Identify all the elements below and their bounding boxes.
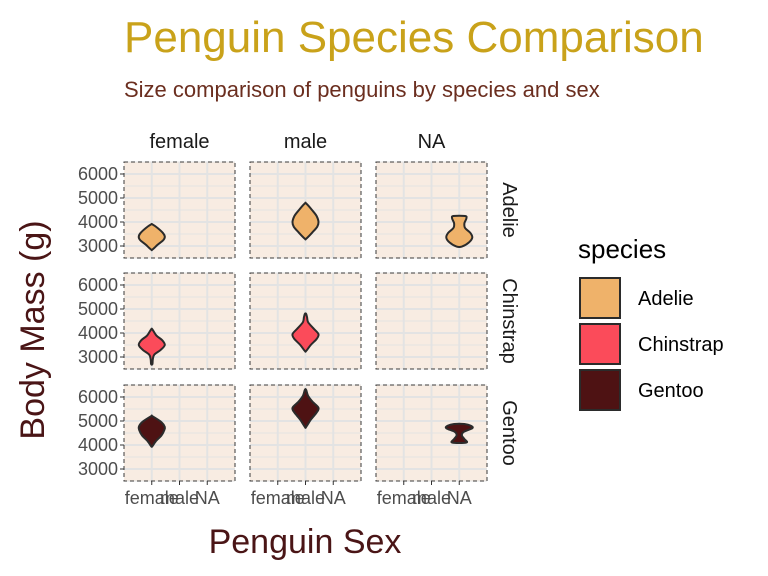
violin-adelie-na	[445, 214, 474, 249]
legend-swatch-chinstrap	[579, 323, 621, 365]
panel-adelie-na	[375, 161, 488, 259]
panel-border	[375, 161, 488, 259]
y-tick-label: 4000	[78, 323, 118, 343]
column-facet-label: male	[284, 131, 327, 153]
legend-label-gentoo: Gentoo	[638, 380, 704, 402]
column-facet-label: NA	[418, 131, 446, 153]
x-tick-label: female	[377, 488, 431, 508]
x-tick-label: male	[286, 488, 325, 508]
x-tick-label: NA	[447, 488, 472, 508]
x-tick-label: male	[160, 488, 199, 508]
panel-border	[123, 272, 236, 370]
y-tick-label: 5000	[78, 299, 118, 319]
facet-strips: female male NA Adelie Chinstrap Gentoo	[149, 131, 520, 466]
x-tick-label: NA	[195, 488, 220, 508]
panel-chinstrap-female	[123, 272, 236, 370]
y-tick-label: 6000	[78, 275, 118, 295]
panel-border	[123, 161, 236, 259]
chart-subtitle: Size comparison of penguins by species a…	[124, 77, 600, 102]
legend-swatch-gentoo	[579, 369, 621, 411]
x-tick-label: female	[125, 488, 179, 508]
row-facet-label: Chinstrap	[498, 278, 520, 364]
legend-swatch-adelie	[579, 277, 621, 319]
violin-gentoo-female	[137, 414, 166, 448]
violin-adelie-female	[137, 222, 166, 252]
panel-border	[249, 161, 362, 259]
y-axis-title: Body Mass (g)	[14, 220, 52, 439]
y-axis-ticks: 3000 4000 5000 6000 3000 4000 5000 6000 3000 4000…	[78, 164, 124, 479]
y-tick-label: 6000	[78, 387, 118, 407]
x-axis-title: Penguin Sex	[209, 523, 402, 561]
panel-gentoo-na	[375, 384, 488, 482]
column-facet-label: female	[149, 131, 209, 153]
panel-border	[375, 272, 488, 370]
y-tick-label: 3000	[78, 347, 118, 367]
row-facet-label: Adelie	[498, 182, 520, 238]
panel-adelie-male	[249, 161, 362, 259]
violin-chinstrap-male	[291, 312, 320, 353]
panel-adelie-female	[123, 161, 236, 259]
x-tick-label: NA	[321, 488, 346, 508]
legend-label-adelie: Adelie	[638, 288, 694, 310]
violin-gentoo-male	[291, 388, 320, 429]
y-tick-label: 4000	[78, 212, 118, 232]
facet-panels	[123, 161, 488, 482]
legend-title: species	[578, 234, 666, 264]
y-tick-label: 6000	[78, 164, 118, 184]
row-facet-label: Gentoo	[498, 400, 520, 466]
y-tick-label: 5000	[78, 411, 118, 431]
panel-chinstrap-na	[375, 272, 488, 370]
x-tick-label: male	[412, 488, 451, 508]
y-tick-label: 3000	[78, 236, 118, 256]
violin-adelie-male	[291, 201, 320, 241]
legend: species Adelie Chinstrap Gentoo	[578, 234, 724, 412]
chart-title: Penguin Species Comparison	[124, 13, 704, 62]
y-tick-label: 4000	[78, 435, 118, 455]
panel-border	[249, 272, 362, 370]
violin-chinstrap-female	[137, 327, 166, 366]
y-tick-label: 5000	[78, 188, 118, 208]
y-tick-label: 3000	[78, 459, 118, 479]
legend-label-chinstrap: Chinstrap	[638, 334, 724, 356]
x-tick-label: female	[251, 488, 305, 508]
violin-gentoo-na	[444, 422, 474, 445]
